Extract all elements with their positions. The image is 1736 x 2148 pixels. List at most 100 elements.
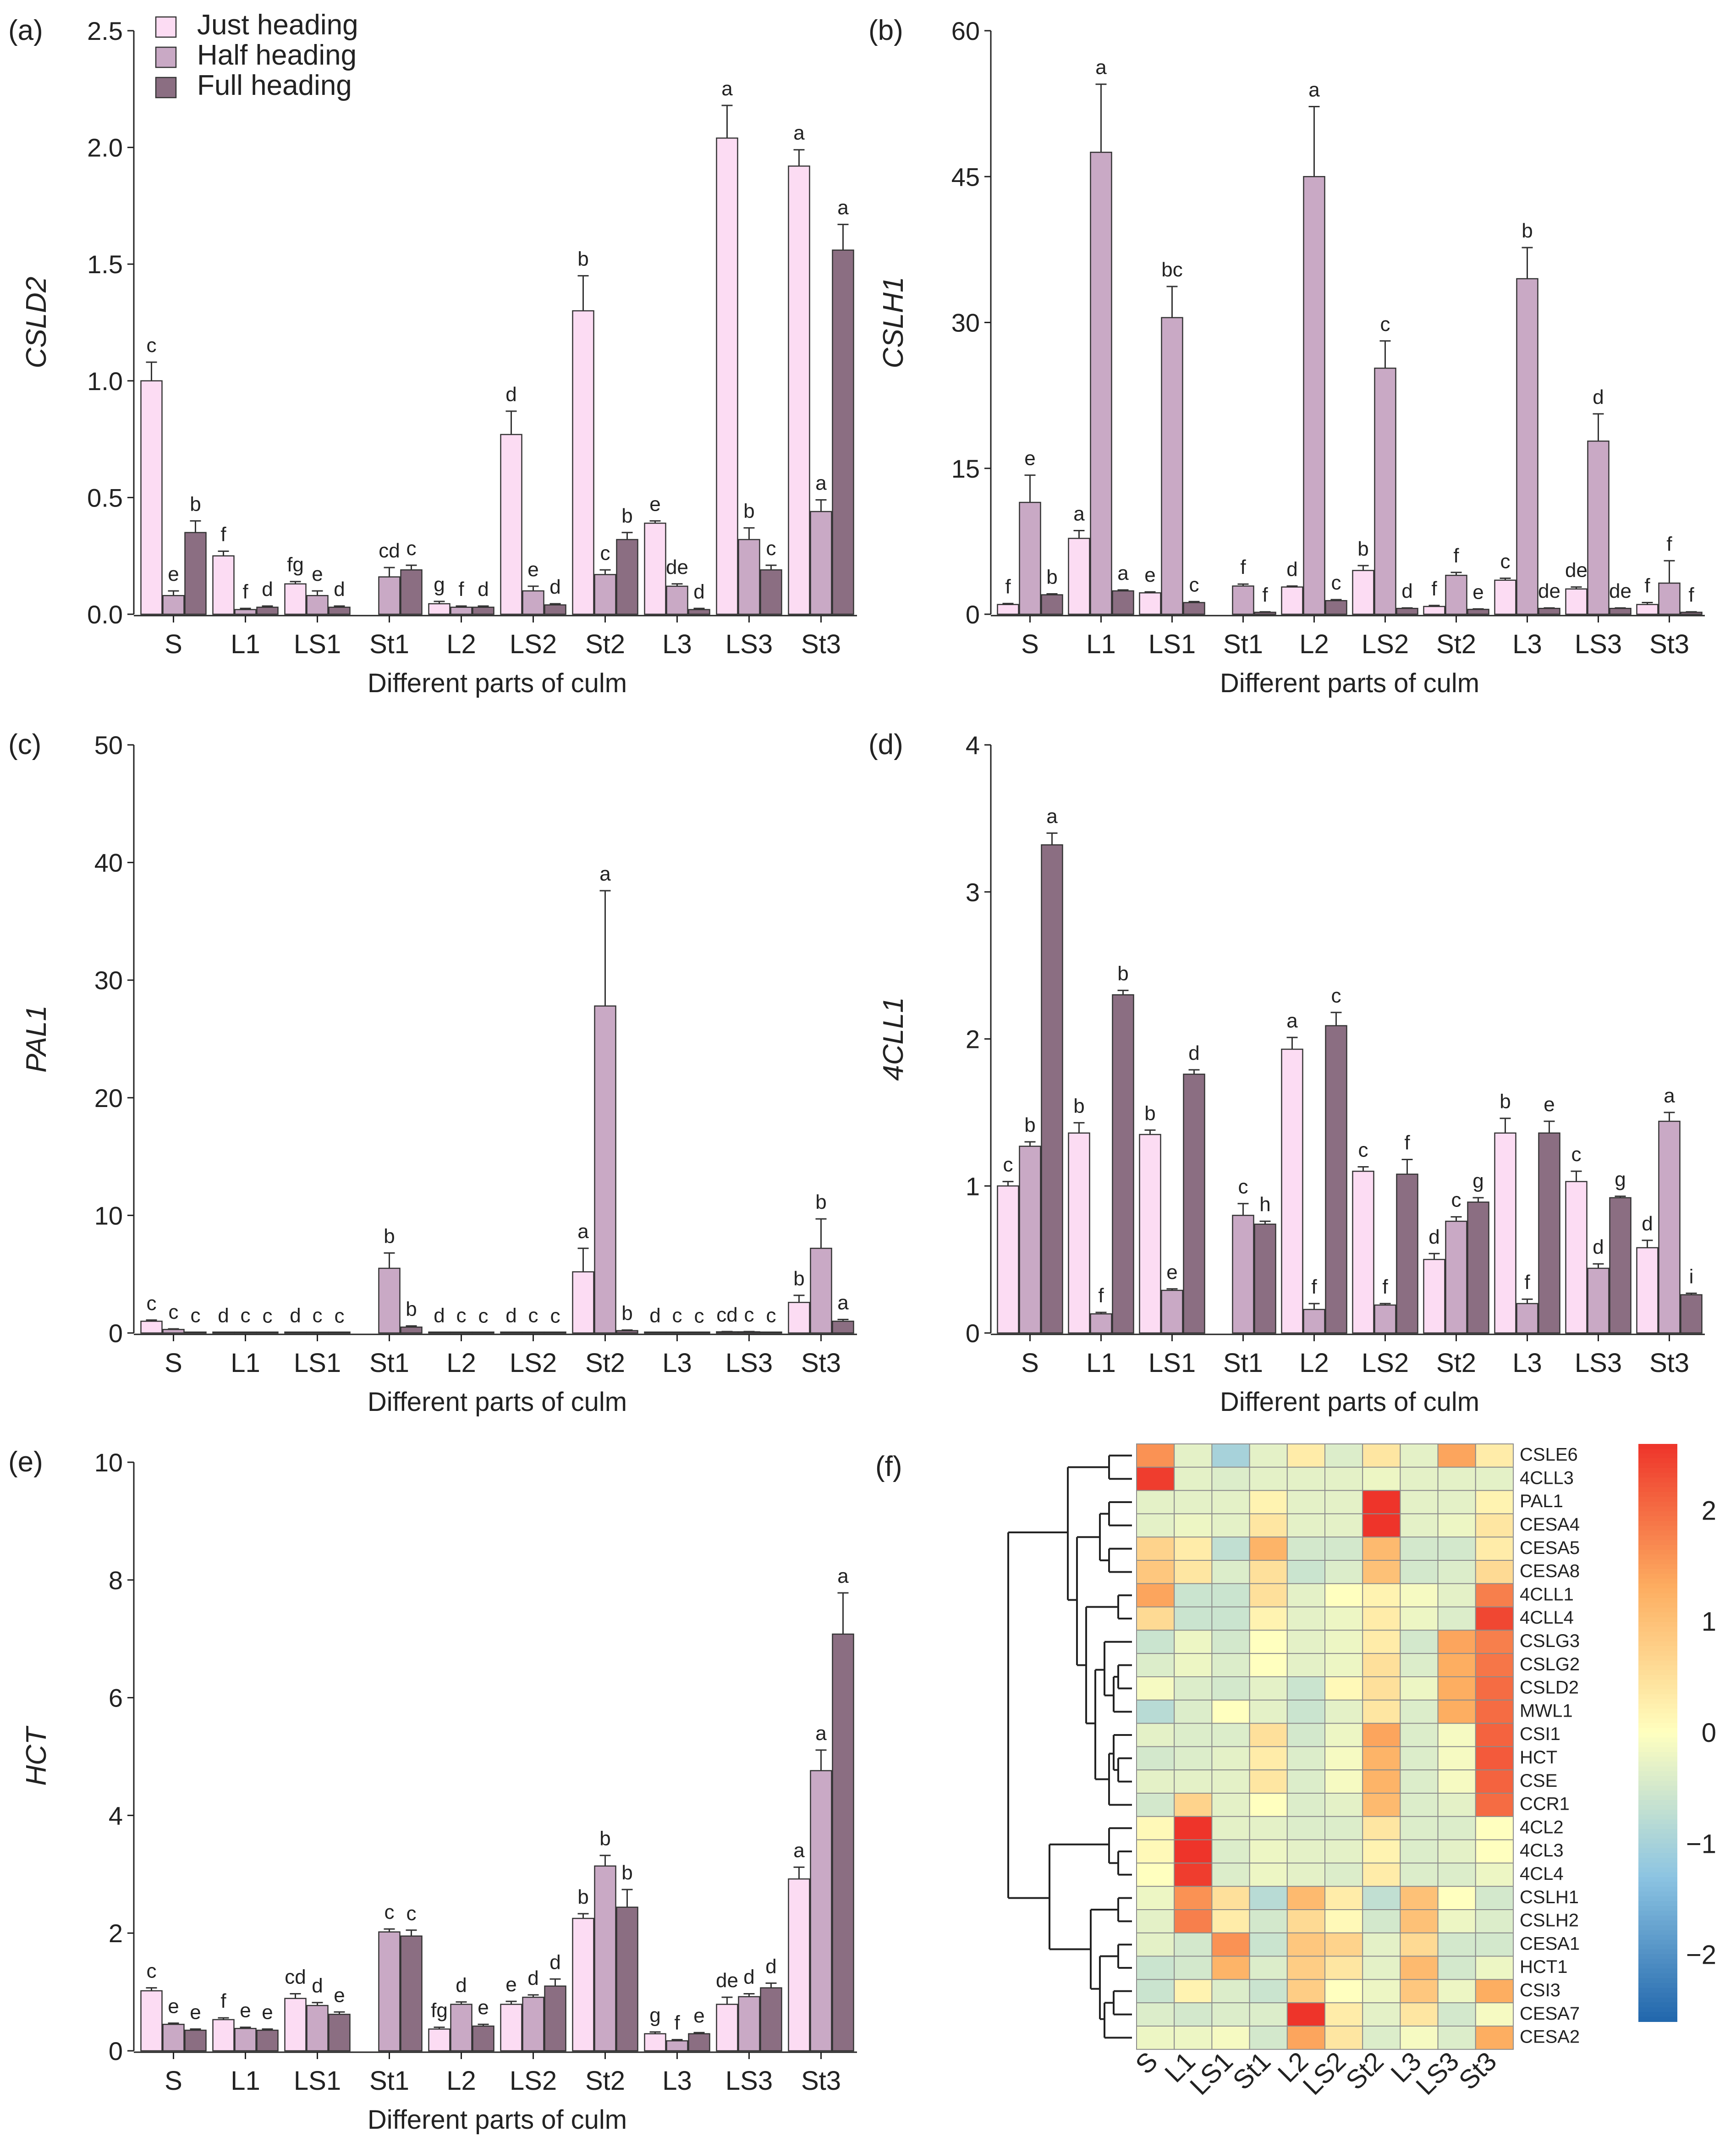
colorbar-segment — [1638, 1983, 1677, 1988]
colorbar-segment — [1638, 1675, 1677, 1680]
bar-just-heading — [1494, 579, 1516, 615]
panel-label: (f) — [875, 1451, 902, 1482]
x-tick-label: L2 — [446, 1348, 476, 1378]
heatmap-cell — [1400, 1490, 1439, 1515]
significance-letter: d — [505, 1304, 516, 1327]
heatmap-cell — [1362, 1537, 1401, 1561]
heatmap-cell — [1437, 1932, 1476, 1957]
heatmap-cell — [1211, 1630, 1250, 1654]
significance-letter: c — [191, 1304, 201, 1327]
significance-letter: d — [1188, 1042, 1199, 1064]
heatmap-cell — [1475, 1746, 1514, 1771]
heatmap-cell — [1211, 1723, 1250, 1747]
heatmap-cell — [1286, 1909, 1326, 1933]
significance-letter: h — [1259, 1193, 1270, 1216]
bar-full-heading — [1680, 611, 1703, 615]
heatmap-cell — [1286, 1839, 1326, 1864]
bar-full-heading — [400, 569, 423, 615]
significance-letter: f — [1404, 1132, 1410, 1154]
colorbar-segment — [1638, 1463, 1677, 1469]
significance-letter: a — [1308, 78, 1320, 101]
heatmap-cell — [1286, 1699, 1326, 1724]
heatmap-cell — [1211, 1839, 1250, 1864]
y-tick-label: 10 — [94, 1201, 123, 1230]
bar-half-heading — [450, 2004, 472, 2052]
heatmap-cell — [1437, 1955, 1476, 1980]
heatmap-cell — [1286, 1793, 1326, 1817]
significance-letter: e — [1544, 1093, 1555, 1116]
significance-letter: f — [674, 2012, 680, 2034]
significance-letter: cd — [379, 540, 400, 562]
significance-letter: d — [434, 1304, 445, 1327]
bar-just-heading — [140, 1321, 163, 1334]
x-tick-label: St2 — [585, 1348, 625, 1378]
x-tick-label: L2 — [1299, 629, 1329, 659]
bar-full-heading — [1538, 1132, 1560, 1334]
significance-letter: b — [577, 248, 588, 270]
y-tick-label: 0.5 — [87, 483, 123, 512]
heatmap-cell — [1136, 1723, 1175, 1747]
heatmap-cell — [1437, 1513, 1476, 1538]
heatmap-cell — [1437, 1909, 1476, 1933]
heatmap-cell — [1286, 1606, 1326, 1631]
heatmap-cell — [1286, 1443, 1326, 1468]
significance-letter: d — [505, 383, 516, 406]
bar-full-heading — [472, 2025, 494, 2052]
heatmap-cell — [1249, 1955, 1288, 1980]
colorbar-segment — [1638, 1574, 1677, 1579]
heatmap-cell — [1174, 1653, 1213, 1677]
significance-letter: b — [1522, 220, 1533, 242]
heatmap-cell — [1174, 1630, 1213, 1654]
heatmap-cell — [1324, 1793, 1363, 1817]
heatmap-cell — [1136, 1490, 1175, 1515]
bar-full-heading — [1041, 844, 1063, 1334]
heatmap-cell — [1211, 1909, 1250, 1933]
significance-letter: f — [1240, 556, 1246, 578]
significance-letter: g — [434, 573, 445, 596]
bar-half-heading — [1303, 1309, 1325, 1334]
bar-full-heading — [1325, 600, 1347, 615]
bar-full-heading — [400, 1326, 423, 1334]
colorbar-segment — [1638, 1608, 1677, 1613]
heatmap-cell — [1136, 1839, 1175, 1864]
significance-letter: e — [478, 1996, 489, 2019]
bar-half-heading — [810, 511, 832, 615]
heatmap-cell — [1249, 1723, 1288, 1747]
significance-letter: e — [1472, 581, 1483, 603]
y-tick-label: 4 — [109, 1801, 123, 1830]
heatmap-cell — [1174, 1583, 1213, 1608]
heatmap-cell — [1286, 1583, 1326, 1608]
heatmap-cell — [1400, 1979, 1439, 2004]
heatmap-cell — [1136, 1979, 1175, 2004]
significance-letter: c — [1238, 1176, 1248, 1198]
x-tick-label: S — [1021, 1348, 1039, 1378]
significance-letter: b — [815, 1191, 826, 1213]
heatmap-cell — [1211, 1979, 1250, 2004]
heatmap-cell — [1211, 1490, 1250, 1515]
colorbar-segment — [1638, 1742, 1677, 1748]
heatmap-cell — [1475, 1676, 1514, 1701]
heatmap-cell — [1475, 1839, 1514, 1864]
bar-full-heading — [1609, 1197, 1632, 1334]
significance-letter: c — [385, 1901, 395, 1923]
colorbar-segment — [1638, 1699, 1677, 1704]
heatmap-cell — [1174, 1793, 1213, 1817]
panel-label: (c) — [8, 729, 41, 760]
bar-half-heading — [1232, 585, 1254, 615]
bar-half-heading — [162, 595, 185, 615]
x-tick-label: St1 — [369, 2066, 409, 2096]
y-tick-label: 0 — [109, 2037, 123, 2065]
heatmap-cell — [1400, 1560, 1439, 1584]
heatmap-cell — [1211, 1862, 1250, 1887]
colorbar-segment — [1638, 1819, 1677, 1825]
x-tick-label: L3 — [662, 2066, 692, 2096]
colorbar-segment — [1638, 1617, 1677, 1623]
significance-letter: g — [1615, 1168, 1626, 1191]
heatmap-cell — [1211, 2002, 1250, 2027]
heatmap-cell — [1136, 1676, 1175, 1701]
colorbar-segment — [1638, 1622, 1677, 1627]
heatmap-cell — [1136, 1793, 1175, 1817]
heatmap-cell — [1249, 1513, 1288, 1538]
heatmap-cell — [1362, 1746, 1401, 1771]
significance-letter: b — [743, 500, 754, 523]
